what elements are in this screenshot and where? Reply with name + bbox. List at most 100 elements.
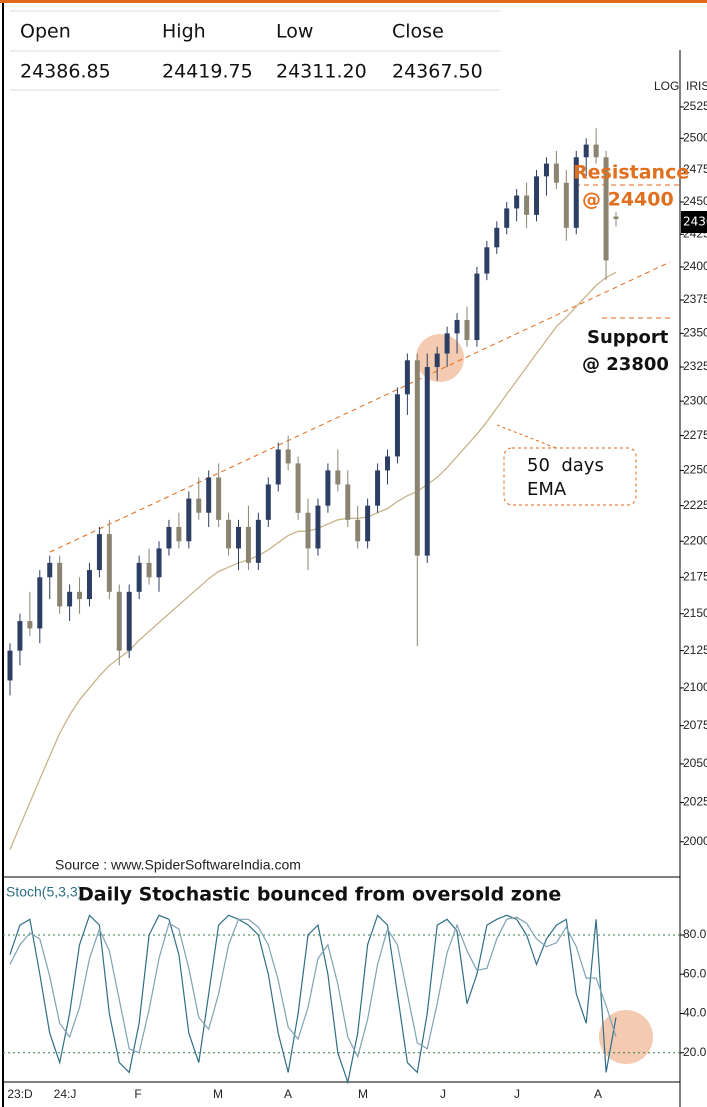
candle-body [504, 208, 510, 228]
candle-body [355, 519, 361, 542]
highlight [599, 1010, 653, 1064]
candle-body [106, 534, 112, 592]
x-tick-label: 24:J [54, 1087, 77, 1101]
last-price-box [681, 211, 707, 233]
y-tick-label: 22250 [683, 498, 707, 512]
candle-body [265, 484, 271, 520]
candle-body [17, 621, 23, 651]
candle-body [57, 562, 63, 607]
candle-body [424, 367, 430, 556]
candle-body [514, 195, 520, 209]
candle-body [275, 449, 281, 485]
y-tick-label: 21250 [683, 643, 707, 657]
candle-body [484, 247, 490, 274]
candle-body [474, 273, 480, 341]
candle-body [563, 182, 569, 228]
candle-body [86, 570, 92, 600]
candle-body [524, 195, 530, 215]
y-tick-label: 20.0 [683, 1045, 707, 1059]
candle-body [534, 176, 540, 215]
y-tick-label: 25000 [683, 130, 707, 144]
header-cell: 24419.75 [162, 61, 253, 83]
y-tick-label: 22500 [683, 463, 707, 477]
x-tick-label: A [284, 1087, 292, 1101]
annotation: 50 days [527, 455, 604, 476]
annotation: @ 24400 [582, 189, 674, 211]
candle-body [235, 526, 241, 549]
candle-body [494, 227, 500, 248]
x-tick-label: F [134, 1087, 141, 1101]
header-cell: Open [20, 21, 71, 43]
candle-body [603, 157, 609, 261]
x-tick-label: A [594, 1087, 602, 1101]
candle-body [96, 534, 102, 571]
x-tick-label: M [213, 1087, 223, 1101]
candle-body [434, 353, 440, 368]
candle-body [553, 163, 559, 183]
x-tick-label: 23:D [7, 1087, 33, 1101]
y-tick-label: 60.0 [683, 966, 707, 980]
candle-body [47, 562, 53, 578]
y-tick-label: 24000 [683, 259, 707, 273]
candle-body [385, 456, 391, 471]
candle-body [394, 394, 400, 457]
candle-body [454, 319, 460, 334]
indicator-label: Stoch(5,3,3) [6, 884, 82, 900]
candle-body [375, 470, 381, 506]
last-price: 24367.50 [683, 215, 707, 229]
candle-body [444, 333, 450, 354]
y-tick-label: 23500 [683, 326, 707, 340]
candle-body [345, 484, 351, 520]
x-tick-label: J [514, 1087, 520, 1101]
y-tick-label: 23000 [683, 393, 707, 407]
candle-body [245, 526, 251, 563]
annotation: Resistance [573, 162, 689, 184]
candle-body [146, 562, 152, 578]
stoch-line [9, 914, 617, 1085]
y-tick-label: 23250 [683, 359, 707, 373]
candle-body [67, 591, 73, 607]
candle-body [156, 548, 162, 578]
y-tick-label: 22000 [683, 533, 707, 547]
y-tick-label: 20000 [683, 834, 707, 848]
candle-body [126, 591, 132, 651]
candle-body [255, 519, 261, 563]
callout-pointer [496, 424, 557, 449]
y-tick-label: 23750 [683, 292, 707, 306]
stoch-line [9, 916, 617, 1059]
candle-body [37, 577, 43, 629]
candle-body [216, 477, 222, 520]
top-border [0, 0, 707, 3]
candle-body [77, 591, 83, 600]
source: Source : www.SpiderSoftwareIndia.com [55, 857, 301, 873]
header-cell: Close [392, 21, 444, 43]
y-tick-label: 21500 [683, 606, 707, 620]
candle-body [593, 144, 599, 158]
header-cell: Low [276, 21, 313, 43]
candle-body [295, 463, 301, 513]
annotation: @ 23800 [582, 354, 669, 375]
y-tick-label: 21750 [683, 569, 707, 583]
candle-body [583, 144, 589, 158]
candle-body [305, 512, 311, 549]
header-cell: 24311.20 [276, 61, 367, 83]
y-tick-label: 20250 [683, 795, 707, 809]
annotation: EMA [527, 479, 567, 500]
header-cell: 24367.50 [392, 61, 483, 83]
y-tick-label: 24750 [683, 162, 707, 176]
header-cell: High [162, 21, 206, 43]
x-tick-label: J [440, 1087, 446, 1101]
candle-body [543, 163, 549, 177]
candle-body [226, 519, 232, 549]
y-tick-label: 24500 [683, 194, 707, 208]
y-tick-label: 20500 [683, 756, 707, 770]
candle-body [414, 360, 420, 556]
y-tick-label: 21000 [683, 680, 707, 694]
annotation: Support [587, 327, 669, 348]
panel-title: Daily Stochastic bounced from oversold z… [78, 884, 561, 906]
candle-body [116, 591, 122, 651]
candle-body [136, 562, 142, 592]
callout-box [503, 447, 637, 506]
candle-body [573, 157, 579, 228]
